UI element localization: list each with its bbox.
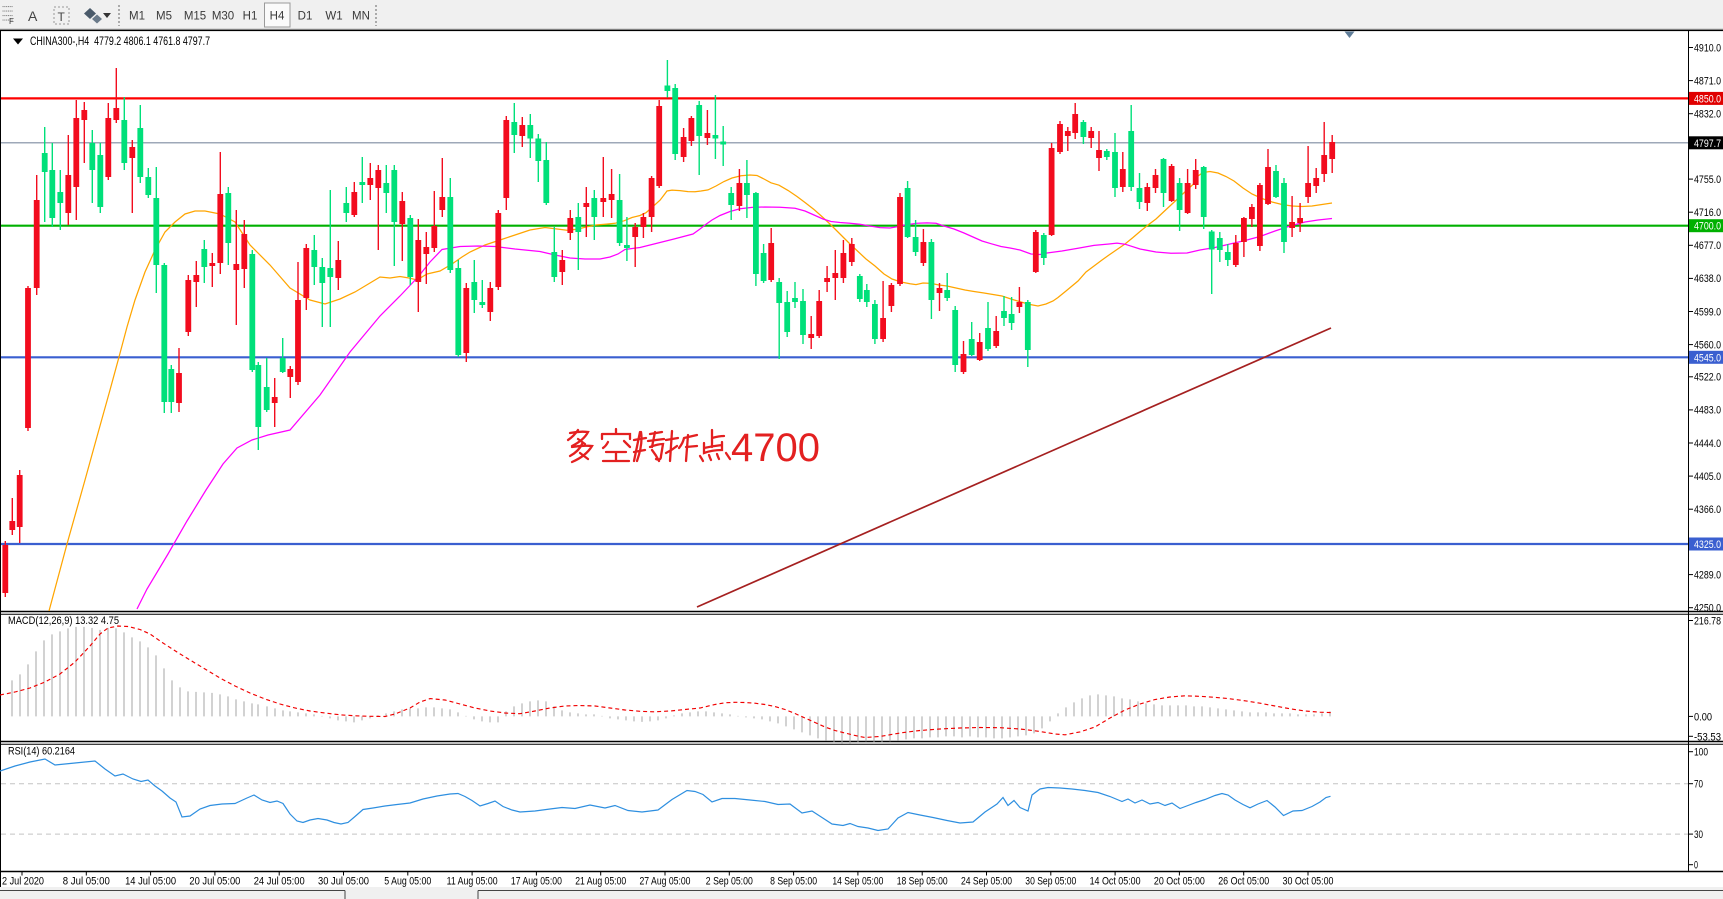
svg-text:4522.0: 4522.0 (1694, 372, 1721, 384)
svg-text:11 Aug 05:00: 11 Aug 05:00 (447, 876, 498, 888)
svg-text:A: A (28, 8, 38, 24)
svg-text:4405.0: 4405.0 (1694, 471, 1721, 483)
svg-text:4797.7: 4797.7 (1694, 138, 1721, 150)
svg-text:30: 30 (1694, 829, 1703, 841)
svg-text:CHINA300-,H4 4779.2 4806.1 47: CHINA300-,H4 4779.2 4806.1 4761.8 4797.7 (30, 34, 210, 48)
svg-text:T: T (58, 10, 66, 24)
svg-text:4444.0: 4444.0 (1694, 438, 1721, 450)
svg-text:M1: M1 (129, 11, 145, 23)
svg-text:4483.0: 4483.0 (1694, 405, 1721, 417)
svg-text:5 Aug 05:00: 5 Aug 05:00 (384, 876, 431, 888)
svg-text:2 Jul 2020: 2 Jul 2020 (2, 876, 44, 888)
svg-text:4755.0: 4755.0 (1694, 174, 1721, 186)
svg-text:20 Jul 05:00: 20 Jul 05:00 (189, 876, 240, 888)
svg-text:W1: W1 (325, 11, 342, 23)
svg-text:27 Aug 05:00: 27 Aug 05:00 (640, 876, 691, 888)
svg-text:14 Jul 05:00: 14 Jul 05:00 (125, 876, 176, 888)
svg-text:4700.0: 4700.0 (1694, 221, 1721, 233)
svg-text:MN: MN (352, 11, 370, 23)
svg-text:216.78: 216.78 (1694, 616, 1721, 628)
svg-text:26 Oct 05:00: 26 Oct 05:00 (1218, 876, 1269, 888)
svg-text:24 Sep 05:00: 24 Sep 05:00 (961, 876, 1012, 888)
svg-text:4599.0: 4599.0 (1694, 306, 1721, 318)
svg-text:-53.53: -53.53 (1694, 731, 1721, 743)
svg-text:H4: H4 (270, 11, 285, 23)
svg-text:14 Oct 05:00: 14 Oct 05:00 (1090, 876, 1141, 888)
svg-text:21 Aug 05:00: 21 Aug 05:00 (575, 876, 626, 888)
svg-text:4700: 4700 (731, 426, 820, 470)
svg-text:100: 100 (1694, 747, 1708, 759)
svg-text:4545.0: 4545.0 (1694, 352, 1721, 364)
svg-text:8 Jul 05:00: 8 Jul 05:00 (63, 876, 110, 888)
svg-text:70: 70 (1694, 779, 1703, 791)
svg-text:MACD(12,26,9) 13.32 4.75: MACD(12,26,9) 13.32 4.75 (8, 615, 119, 627)
svg-text:RSI(14) 60.2164: RSI(14) 60.2164 (8, 746, 75, 758)
svg-text:4325.0: 4325.0 (1694, 539, 1721, 551)
svg-text:F: F (9, 17, 14, 26)
svg-text:4677.0: 4677.0 (1694, 240, 1721, 252)
svg-text:4289.0: 4289.0 (1694, 569, 1721, 581)
svg-text:4871.0: 4871.0 (1694, 75, 1721, 87)
svg-text:30 Oct 05:00: 30 Oct 05:00 (1283, 876, 1334, 888)
svg-text:4366.0: 4366.0 (1694, 504, 1721, 516)
svg-text:0: 0 (1694, 860, 1698, 872)
svg-text:30 Jul 05:00: 30 Jul 05:00 (318, 876, 369, 888)
svg-text:30 Sep 05:00: 30 Sep 05:00 (1025, 876, 1076, 888)
svg-text:8 Sep 05:00: 8 Sep 05:00 (770, 876, 817, 888)
svg-text:14 Sep 05:00: 14 Sep 05:00 (832, 876, 883, 888)
svg-text:4910.0: 4910.0 (1694, 42, 1721, 54)
svg-text:M5: M5 (156, 11, 172, 23)
svg-text:M15: M15 (184, 11, 206, 23)
svg-text:4638.0: 4638.0 (1694, 273, 1721, 285)
svg-text:17 Aug 05:00: 17 Aug 05:00 (511, 876, 562, 888)
svg-text:M30: M30 (212, 11, 234, 23)
svg-text:D1: D1 (298, 11, 313, 23)
svg-text:H1: H1 (243, 11, 258, 23)
svg-text:4850.0: 4850.0 (1694, 93, 1721, 105)
svg-text:4716.0: 4716.0 (1694, 207, 1721, 219)
svg-text:20 Oct 05:00: 20 Oct 05:00 (1154, 876, 1205, 888)
svg-text:4560.0: 4560.0 (1694, 339, 1721, 351)
svg-text:24 Jul 05:00: 24 Jul 05:00 (254, 876, 305, 888)
svg-text:4250.0: 4250.0 (1694, 603, 1721, 615)
svg-text:2 Sep 05:00: 2 Sep 05:00 (706, 876, 753, 888)
svg-text:0.00: 0.00 (1694, 711, 1712, 723)
svg-text:18 Sep 05:00: 18 Sep 05:00 (897, 876, 948, 888)
svg-text:4832.0: 4832.0 (1694, 109, 1721, 121)
